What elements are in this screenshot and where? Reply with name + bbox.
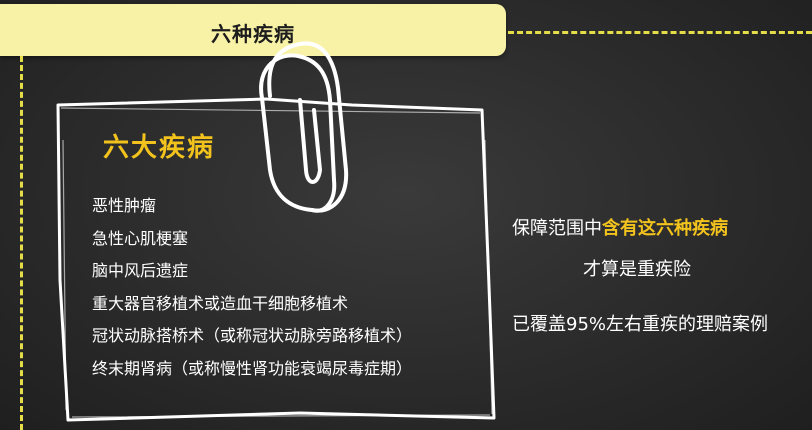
title-banner: 六种疾病 [0, 4, 506, 56]
disease-item: 恶性肿瘤 [92, 196, 157, 215]
paperclip-icon [259, 41, 349, 213]
dashed-divider-left [20, 56, 23, 430]
note-heading: 六大疾病 [103, 133, 216, 163]
title-text: 六种疾病 [211, 22, 295, 46]
coverage-statement-highlight: 含有这六种疾病 [602, 218, 728, 239]
disease-item: 急性心肌梗塞 [92, 228, 189, 248]
coverage-statement-prefix: 保障范围中 [512, 218, 602, 239]
disease-item: 重大器官移植术或造血干细胞移植术 [92, 293, 349, 313]
disease-item: 终末期肾病（或称慢性肾功能衰竭尿毒症期） [92, 358, 413, 378]
disease-item: 脑中风后遗症 [92, 261, 189, 280]
claims-coverage-note: 已覆盖95%左右重疾的理赔案例 [512, 314, 769, 335]
note-card-outline-sketch [60, 107, 493, 418]
disease-item: 冠状动脉搭桥术（或称冠状动脉旁路移植术） [92, 326, 413, 345]
note-card-outline [56, 97, 496, 422]
critical-illness-note: 才算是重疾险 [583, 259, 691, 280]
disease-list: 恶性肿瘤 急性心肌梗塞 脑中风后遗症 重大器官移植术或造血干细胞移植术 冠状动脉… [92, 195, 412, 390]
dashed-divider-top [508, 31, 812, 34]
coverage-statement: 保障范围中含有这六种疾病 [512, 214, 728, 240]
